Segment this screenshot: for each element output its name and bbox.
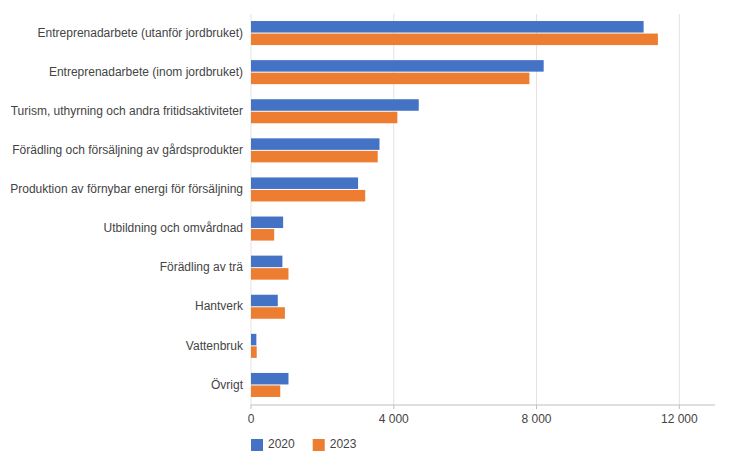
grid-line [679, 14, 680, 405]
bar: 2020: 880 [251, 256, 282, 268]
tick-mark [679, 405, 680, 409]
tick-mark [393, 405, 394, 409]
bar: 2020: 8200 [251, 60, 544, 72]
axis-line [251, 405, 715, 406]
legend-item: 2020 [251, 437, 295, 451]
bar: 2023: 160 [251, 346, 257, 358]
category-label: Förädling av trä [160, 260, 244, 274]
tick-label: 0 [248, 412, 255, 426]
category-label: Turism, uthyrning och andra fritidsaktiv… [11, 104, 243, 118]
legend-item: 2023 [313, 437, 357, 451]
bars: 2020: 11000 2020: 8200 2020: 4700 2020: 360… [251, 21, 658, 397]
bar: 2023: 820 [251, 385, 280, 397]
bar: 2023: 11400 [251, 34, 658, 46]
bar: 2020: 900 [251, 217, 283, 229]
category-label: Övrigt [211, 378, 244, 392]
chart-container: 2020: 11000 2020: 8200 2020: 4700 2020: 360… [0, 0, 739, 467]
tick-label: 4 000 [379, 412, 409, 426]
bar: 2023: 950 [251, 307, 285, 319]
tick-mark [251, 405, 252, 409]
category-label: Förädling och försäljning av gårdsproduk… [12, 143, 243, 157]
bar: 2023: 1050 [251, 268, 288, 280]
bar: 2020: 4700 [251, 99, 419, 111]
x-axis: 0 4 000 8 000 12 000 [248, 405, 715, 426]
bar: 2023: 650 [251, 229, 274, 241]
grid [251, 14, 679, 405]
bar: 2020: 3000 [251, 177, 358, 189]
legend: 2020 2023 [251, 437, 357, 451]
category-label: Vattenbruk [186, 339, 244, 353]
bar: 2023: 3200 [251, 190, 365, 202]
bar: 2020: 750 [251, 295, 278, 307]
y-axis: Entreprenadarbete (utanför jordbruket) En… [10, 26, 244, 392]
legend-label: 2020 [268, 437, 295, 451]
category-label: Hantverk [195, 299, 244, 313]
category-label: Entreprenadarbete (utanför jordbruket) [38, 26, 243, 40]
bar: 2020: 11000 [251, 21, 644, 33]
category-label: Utbildning och omvårdnad [104, 221, 243, 235]
grid-line [536, 14, 537, 405]
bar: 2023: 3550 [251, 151, 378, 163]
bar: 2023: 7800 [251, 73, 529, 85]
tick-label: 8 000 [522, 412, 552, 426]
tick-label: 12 000 [661, 412, 698, 426]
chart: 2020: 11000 2020: 8200 2020: 4700 2020: 360… [0, 0, 739, 467]
legend-label: 2023 [330, 437, 357, 451]
bar: 2020: 3600 [251, 138, 379, 150]
legend-swatch [251, 439, 263, 451]
category-label: Produktion av förnybar energi för försäl… [10, 182, 243, 196]
tick-mark [536, 405, 537, 409]
category-label: Entreprenadarbete (inom jordbruket) [49, 65, 243, 79]
bar: 2020: 150 [251, 334, 256, 346]
bar: 2020: 1050 [251, 373, 288, 385]
legend-swatch [313, 439, 325, 451]
bar: 2023: 4100 [251, 112, 397, 124]
